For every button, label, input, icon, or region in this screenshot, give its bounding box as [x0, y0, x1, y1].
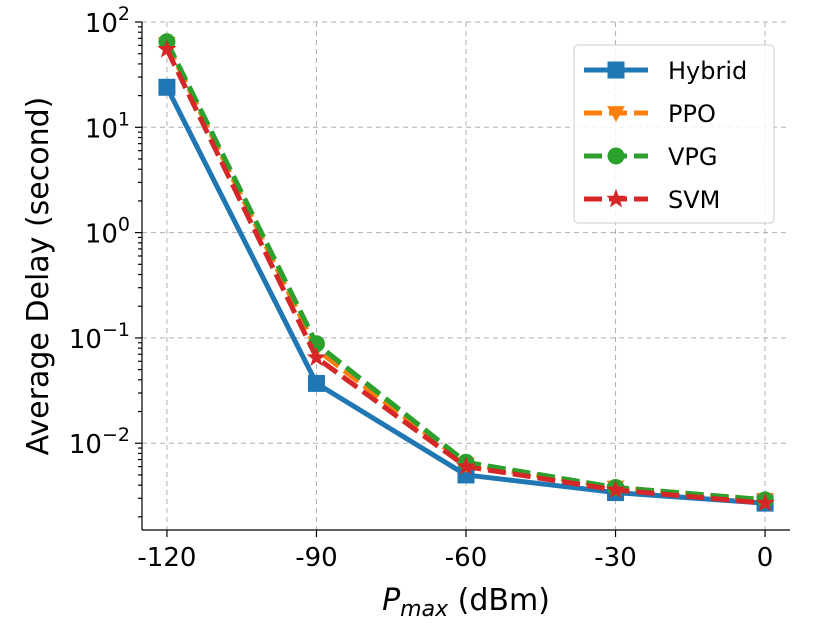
y-tick-label: 102: [85, 3, 130, 39]
x-axis-title-unit: (dBm): [448, 583, 550, 618]
y-tick-label: 10−2: [69, 424, 130, 460]
legend-label: VPG: [668, 143, 718, 171]
legend-frame: [573, 44, 775, 224]
marker-square: [607, 61, 625, 79]
legend-label: Hybrid: [668, 57, 747, 85]
marker-star: [755, 492, 775, 512]
x-tick-label: 0: [757, 543, 774, 573]
x-axis-title-subscript: max: [400, 597, 449, 622]
grid: [142, 21, 790, 530]
legend-item-hybrid: Hybrid: [584, 57, 747, 85]
marker-star: [606, 188, 626, 208]
x-axis-title: Pmax (dBm): [382, 583, 550, 622]
tick-labels: -120 -90 -60 -30 0 102 101 100 10−1 10−2: [69, 3, 773, 573]
y-axis-title: Average Delay (second): [21, 97, 56, 456]
x-tick-label: -120: [137, 543, 196, 573]
legend-item-ppo: PPO: [584, 100, 716, 128]
series-lines: [157, 33, 775, 512]
legend-item-svm: SVM: [584, 186, 720, 214]
y-tick-label: 100: [85, 214, 130, 250]
marker-star: [605, 479, 626, 499]
marker-square: [158, 78, 176, 96]
marker-triangle-down: [607, 106, 625, 123]
y-tick-label: 10−1: [69, 319, 130, 355]
x-tick-label: -60: [445, 543, 487, 573]
marker-circle: [607, 147, 625, 165]
marker-square: [307, 374, 325, 392]
series-svm: [157, 39, 775, 512]
legend-label: SVM: [668, 186, 720, 214]
legend: Hybrid PPO VPG SVM: [573, 44, 775, 224]
x-axis-title-main: P: [382, 583, 401, 618]
x-tick-label: -90: [295, 543, 337, 573]
marker-star: [157, 39, 177, 58]
y-tick-label: 101: [85, 108, 130, 144]
legend-label: PPO: [668, 100, 716, 128]
marker-star: [456, 456, 476, 475]
marker-star: [306, 347, 327, 366]
x-tick-label: -30: [594, 543, 636, 573]
legend-item-vpg: VPG: [584, 143, 718, 171]
